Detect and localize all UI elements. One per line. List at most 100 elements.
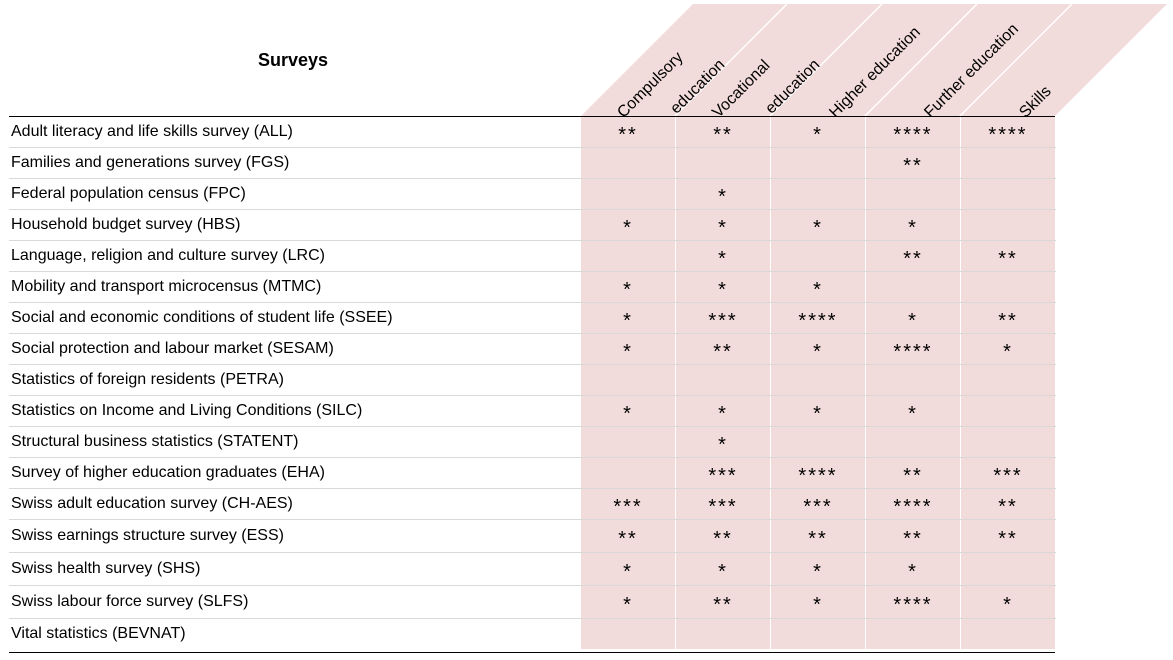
relevance-stars: **: [713, 528, 733, 550]
table-row: Swiss labour force survey (SLFS) * ** * ****…: [9, 585, 1056, 619]
relevance-cell: *: [770, 117, 866, 148]
relevance-cell: *: [770, 333, 866, 365]
relevance-stars: *: [718, 217, 728, 239]
relevance-cell: **: [675, 333, 771, 365]
relevance-cell: ****: [865, 585, 961, 619]
relevance-cell: *: [865, 395, 961, 427]
relevance-cell: *: [675, 209, 771, 241]
relevance-stars: ***: [708, 496, 738, 518]
relevance-cell: ****: [865, 333, 961, 365]
survey-name: Swiss labour force survey (SLFS): [9, 585, 581, 619]
survey-name: Statistics of foreign residents (PETRA): [9, 364, 581, 396]
relevance-cell: ***: [581, 488, 676, 520]
relevance-cell: *: [770, 585, 866, 619]
relevance-stars: *: [813, 279, 823, 301]
relevance-cell: **: [675, 117, 771, 148]
relevance-cell: *: [675, 552, 771, 586]
relevance-cell: ***: [770, 488, 866, 520]
relevance-cell: **: [960, 302, 1056, 334]
relevance-cell: *: [581, 302, 676, 334]
table-row: Swiss earnings structure survey (ESS) ** *…: [9, 519, 1056, 553]
relevance-cell: **: [675, 585, 771, 619]
relevance-stars: **: [903, 248, 923, 270]
relevance-cell: **: [960, 240, 1056, 272]
table-row: Social and economic conditions of studen…: [9, 302, 1056, 334]
relevance-cell: [675, 147, 771, 179]
table-row: Statistics on Income and Living Conditio…: [9, 395, 1056, 427]
header-band-fill: [579, 4, 1168, 117]
relevance-cell: *: [960, 333, 1056, 365]
relevance-cell: [581, 178, 676, 210]
table-row: Swiss health survey (SHS) * * * *: [9, 552, 1056, 586]
relevance-cell: *: [865, 209, 961, 241]
relevance-cell: ***: [675, 488, 771, 520]
relevance-cell: *: [675, 240, 771, 272]
relevance-stars: *: [813, 341, 823, 363]
relevance-stars: **: [998, 248, 1018, 270]
relevance-stars: *: [623, 217, 633, 239]
relevance-cell: [865, 271, 961, 303]
relevance-stars: **: [618, 528, 638, 550]
relevance-stars: ****: [893, 341, 933, 363]
survey-name: Adult literacy and life skills survey (A…: [9, 117, 581, 148]
relevance-stars: **: [998, 310, 1018, 332]
relevance-cell: **: [675, 519, 771, 553]
relevance-stars: **: [713, 124, 733, 146]
relevance-cell: *: [581, 209, 676, 241]
relevance-cell: *: [581, 552, 676, 586]
relevance-cell: *: [960, 585, 1056, 619]
survey-name: Structural business statistics (STATENT): [9, 426, 581, 458]
relevance-cell: [581, 147, 676, 179]
relevance-cell: *: [675, 395, 771, 427]
relevance-cell: [960, 552, 1056, 586]
survey-name: Social and economic conditions of studen…: [9, 302, 581, 334]
relevance-cell: *: [581, 333, 676, 365]
relevance-stars: *: [813, 594, 823, 616]
relevance-cell: [960, 147, 1056, 179]
relevance-cell: [960, 209, 1056, 241]
relevance-cell: [770, 178, 866, 210]
relevance-stars: *: [718, 434, 728, 456]
relevance-cell: [960, 364, 1056, 396]
relevance-stars: ***: [708, 310, 738, 332]
relevance-stars: *: [623, 310, 633, 332]
table-row: Statistics of foreign residents (PETRA): [9, 364, 1056, 396]
header-column-divider: [768, 3, 883, 118]
relevance-cell: **: [865, 147, 961, 179]
relevance-stars: **: [618, 124, 638, 146]
relevance-cell: [865, 426, 961, 458]
survey-table: Adult literacy and life skills survey (A…: [9, 117, 1056, 649]
relevance-cell: [581, 240, 676, 272]
relevance-cell: *: [770, 552, 866, 586]
relevance-cell: [770, 426, 866, 458]
relevance-stars: ****: [893, 594, 933, 616]
table-row: Swiss adult education survey (CH-AES) ***…: [9, 488, 1056, 520]
relevance-stars: *: [1003, 594, 1013, 616]
relevance-stars: *: [813, 403, 823, 425]
relevance-stars: *: [908, 403, 918, 425]
relevance-stars: ****: [988, 124, 1028, 146]
relevance-cell: *: [675, 426, 771, 458]
table-bottom-rule: [9, 652, 1055, 653]
relevance-stars: **: [903, 528, 923, 550]
relevance-stars: *: [908, 310, 918, 332]
table-row: Adult literacy and life skills survey (A…: [9, 117, 1056, 148]
relevance-stars: *: [718, 186, 728, 208]
table-row: Families and generations survey (FGS) **: [9, 147, 1056, 179]
relevance-stars: *: [623, 341, 633, 363]
table-row: Survey of higher education graduates (EH…: [9, 457, 1056, 489]
relevance-cell: **: [865, 457, 961, 489]
relevance-cell: ****: [770, 302, 866, 334]
table-row: Household budget survey (HBS) * * * *: [9, 209, 1056, 241]
survey-name: Social protection and labour market (SES…: [9, 333, 581, 365]
relevance-cell: [960, 178, 1056, 210]
relevance-cell: [960, 426, 1056, 458]
header-column-divider: [863, 3, 978, 118]
relevance-stars: *: [623, 403, 633, 425]
table-row: Social protection and labour market (SES…: [9, 333, 1056, 365]
table-row: Vital statistics (BEVNAT): [9, 618, 1056, 649]
table-row: Language, religion and culture survey (L…: [9, 240, 1056, 272]
relevance-cell: **: [581, 519, 676, 553]
relevance-cell: **: [960, 488, 1056, 520]
survey-name: Household budget survey (HBS): [9, 209, 581, 241]
